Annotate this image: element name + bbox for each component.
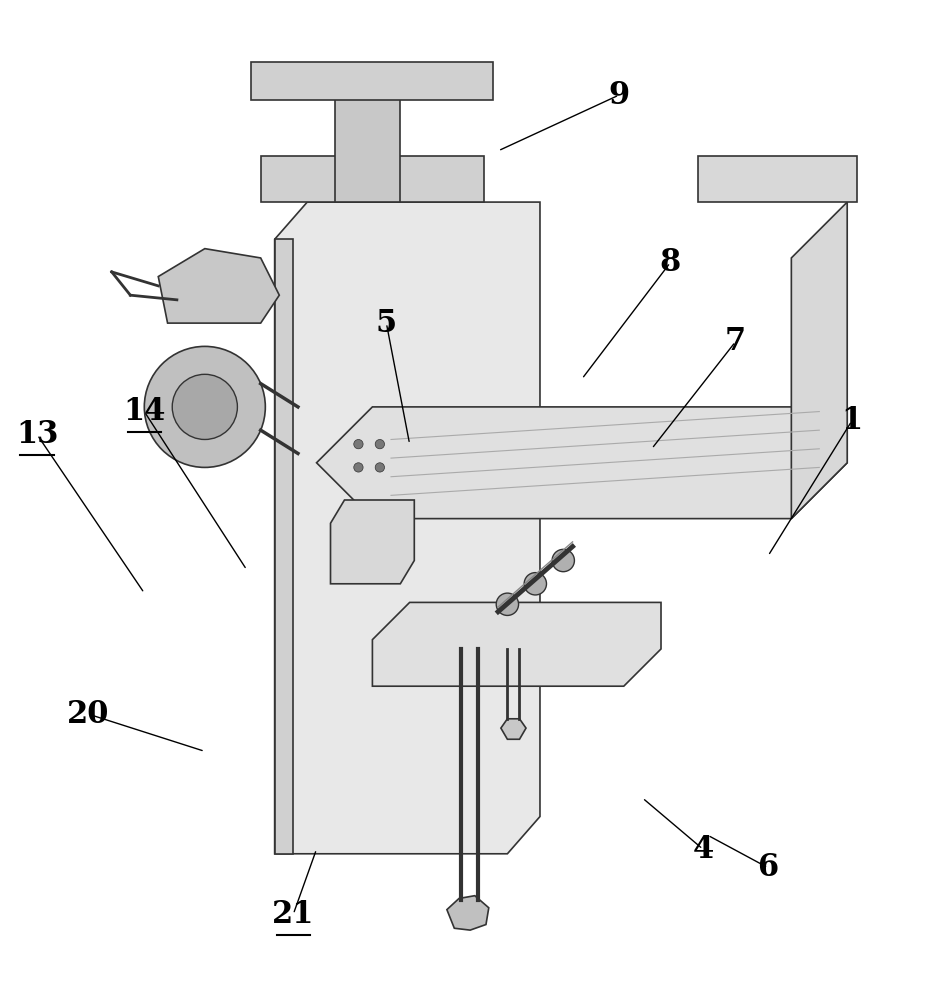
Circle shape bbox=[354, 439, 363, 449]
Text: 9: 9 bbox=[609, 80, 629, 111]
Polygon shape bbox=[275, 239, 293, 854]
Circle shape bbox=[144, 346, 265, 467]
Polygon shape bbox=[275, 202, 540, 854]
Polygon shape bbox=[261, 156, 484, 202]
Polygon shape bbox=[501, 719, 526, 739]
Polygon shape bbox=[698, 156, 857, 202]
Polygon shape bbox=[251, 62, 493, 100]
Text: 8: 8 bbox=[660, 247, 681, 278]
Polygon shape bbox=[372, 602, 661, 686]
Text: 7: 7 bbox=[725, 326, 746, 357]
Circle shape bbox=[524, 573, 546, 595]
Circle shape bbox=[375, 439, 385, 449]
Text: 5: 5 bbox=[376, 308, 397, 339]
Polygon shape bbox=[331, 500, 414, 584]
Circle shape bbox=[375, 463, 385, 472]
Text: 6: 6 bbox=[758, 852, 778, 883]
Polygon shape bbox=[158, 249, 279, 323]
Circle shape bbox=[172, 374, 237, 439]
Polygon shape bbox=[317, 407, 847, 519]
Text: 20: 20 bbox=[67, 699, 110, 730]
Circle shape bbox=[354, 463, 363, 472]
Text: 1: 1 bbox=[842, 405, 862, 436]
Circle shape bbox=[496, 593, 519, 615]
Text: 21: 21 bbox=[272, 899, 315, 930]
Polygon shape bbox=[791, 202, 847, 519]
Polygon shape bbox=[447, 896, 489, 930]
Circle shape bbox=[552, 549, 574, 572]
Text: 4: 4 bbox=[693, 834, 713, 865]
Polygon shape bbox=[335, 90, 400, 202]
Text: 13: 13 bbox=[16, 419, 59, 450]
Text: 14: 14 bbox=[123, 396, 166, 427]
